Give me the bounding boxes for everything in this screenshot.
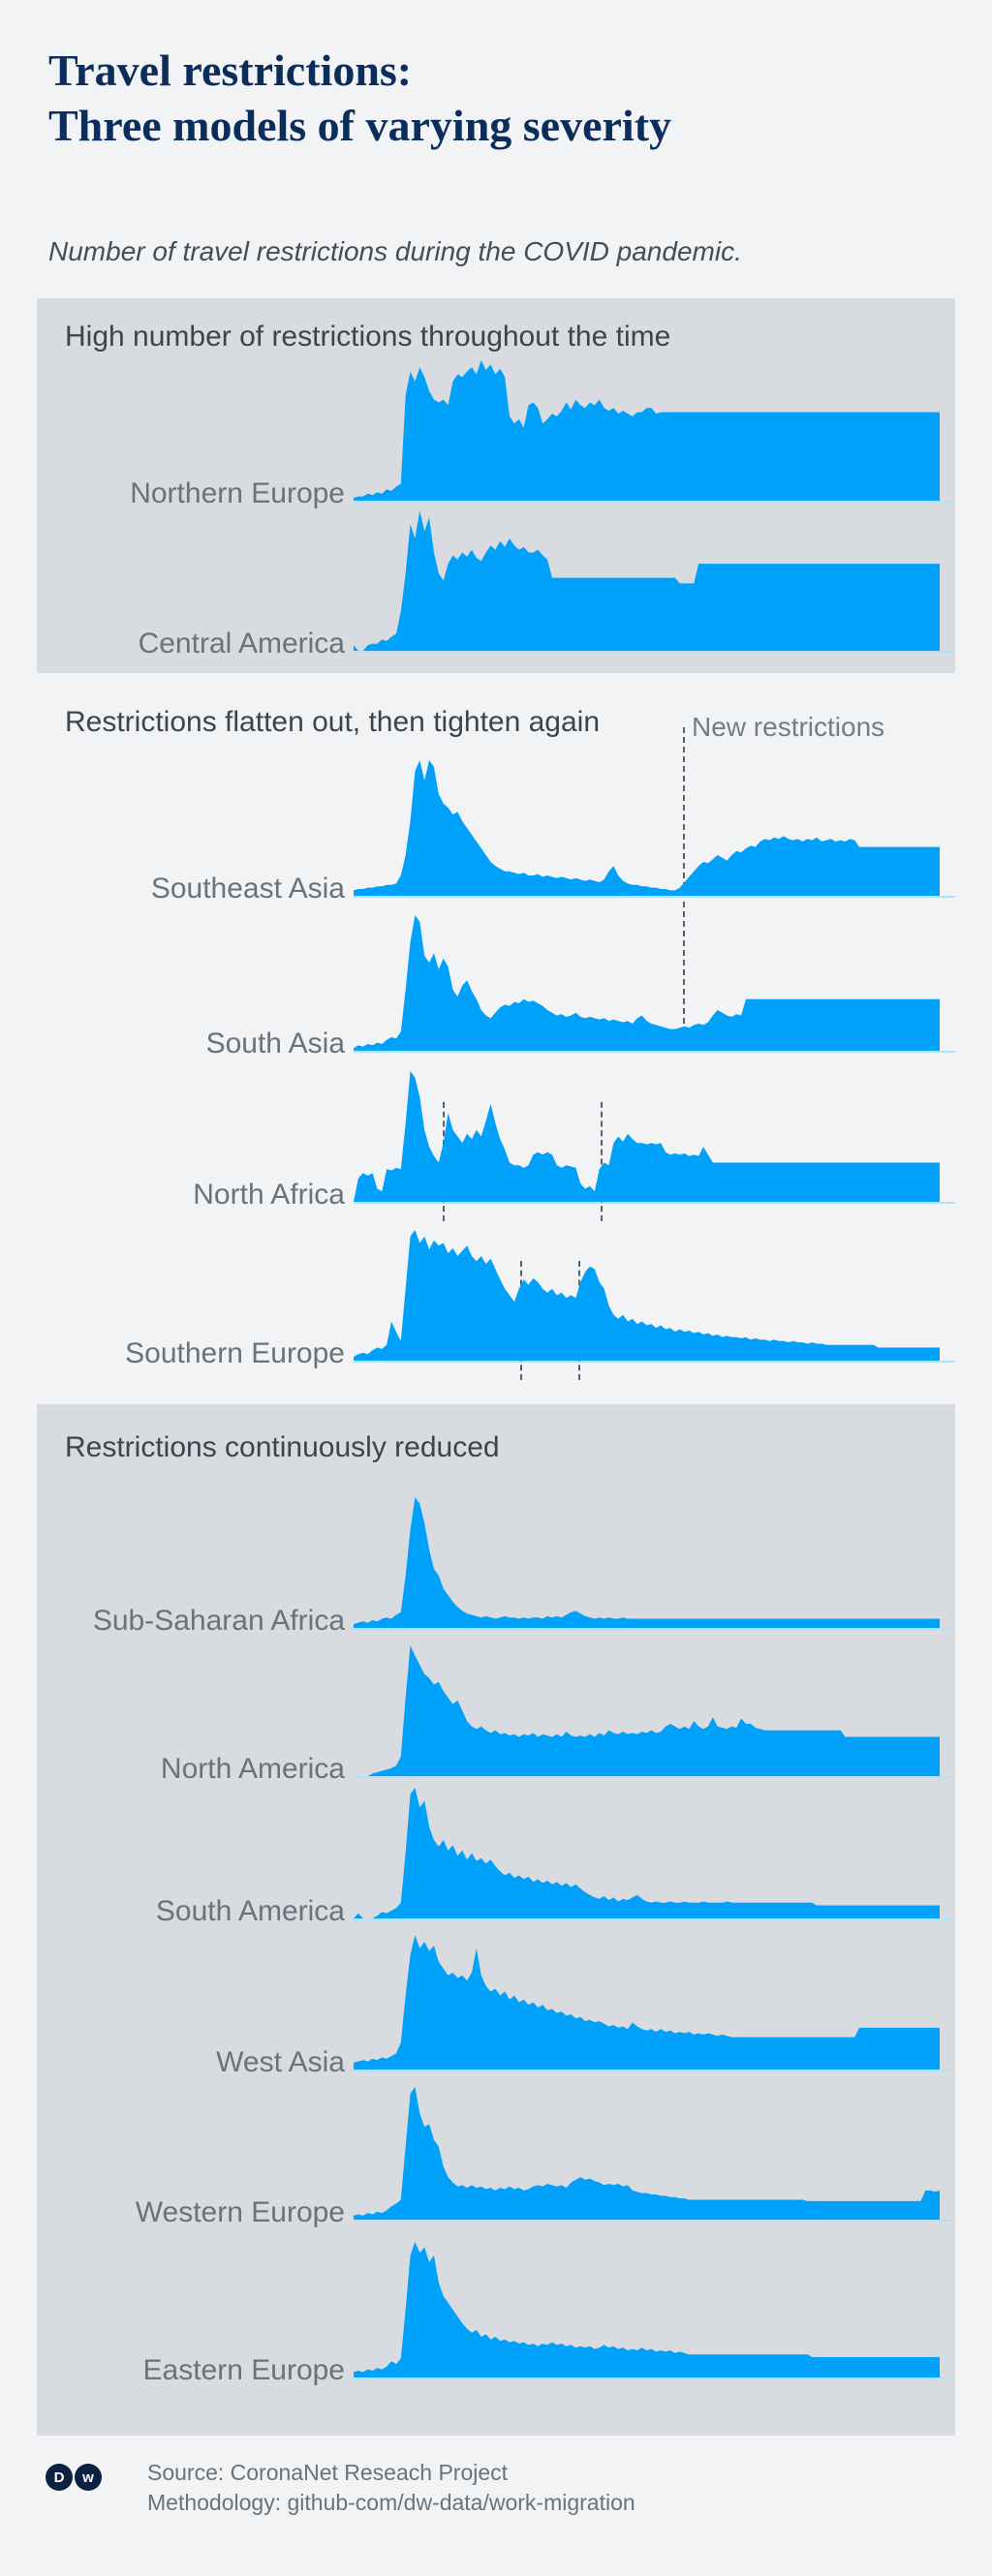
page-title-line2: Three models of varying severity [48,101,672,150]
area-chart-eastern-europe [354,2242,940,2377]
chart-row-west-asia: West Asia [37,1935,955,2077]
chart-baseline-southeast-asia [354,896,955,898]
chart-label-southern-europe: Southern Europe [125,1337,345,1369]
chart-label-central-america: Central America [138,628,345,659]
section-title-reduced: Restrictions continuously reduced [65,1431,500,1463]
chart-row-south-america: South America [37,1788,955,1926]
chart-label-north-america: North America [160,1753,345,1785]
area-chart-north-america [354,1645,940,1776]
chart-baseline-southern-europe [354,1361,955,1363]
area-fill-west-asia [354,1935,940,2070]
area-chart-south-asia [354,915,940,1051]
chart-row-western-europe: Western Europe [37,2087,955,2227]
chart-baseline-west-asia [354,2070,955,2071]
area-fill-north-america [354,1645,940,1776]
footer: D w Source: CoronaNet Reseach Project Me… [0,2436,992,2518]
area-fill-western-europe [354,2087,940,2220]
page-title: Travel restrictions: Three models of var… [48,43,955,153]
area-chart-south-america [354,1788,940,1918]
section-flatten-tighten: Restrictions flatten out, then tighten a… [37,673,955,1404]
chart-baseline-central-america [354,651,955,653]
dw-logo-d-circle: D [46,2464,73,2491]
section-continuously-reduced: Restrictions continuously reduced Sub-Sa… [37,1404,955,2436]
chart-label-north-africa: North Africa [193,1179,345,1211]
chart-row-northern-europe: Northern Europe [37,360,955,508]
chart-baseline-western-europe [354,2220,955,2222]
chart-label-south-america: South America [155,1895,345,1927]
area-fill-south-america [354,1788,940,1918]
chart-row-north-america: North America [37,1645,955,1784]
chart-baseline-south-asia [354,1051,955,1053]
area-fill-south-asia [354,915,940,1051]
area-chart-north-africa [354,1071,940,1202]
section-title-high: High number of restrictions throughout t… [65,321,671,353]
chart-baseline-north-africa [354,1202,955,1204]
chart-label-southeast-asia: Southeast Asia [150,873,345,905]
new-restrictions-label: New restrictions [692,712,885,742]
chart-baseline-south-america [354,1918,955,1920]
chart-label-eastern-europe: Eastern Europe [142,2354,345,2386]
source-line: Source: CoronaNet Reseach Project [147,2460,509,2485]
area-fill-central-america [354,510,940,651]
area-fill-north-africa [354,1071,940,1202]
new-restrictions-dashed-line [683,727,685,1033]
chart-baseline-sub-saharan-africa [354,1628,955,1630]
chart-baseline-eastern-europe [354,2377,955,2379]
chart-label-sub-saharan-africa: Sub-Saharan Africa [92,1605,345,1637]
chart-label-west-asia: West Asia [216,2046,345,2078]
area-chart-western-europe [354,2087,940,2220]
section-title-flatten: Restrictions flatten out, then tighten a… [65,706,601,738]
chart-row-north-africa: North Africa [37,1071,955,1221]
area-chart-southern-europe [354,1230,940,1361]
area-chart-northern-europe [354,360,940,501]
area-chart-west-asia [354,1935,940,2070]
area-chart-southeast-asia [354,760,940,896]
event-dashed-line-north-africa-2 [601,1102,604,1221]
area-chart-central-america [354,510,940,651]
chart-row-sub-saharan-africa: Sub-Saharan Africa [37,1497,955,1636]
chart-label-south-asia: South Asia [205,1027,345,1059]
chart-baseline-north-america [354,1776,955,1778]
chart-list-flatten: Southeast Asia South Asia North Africa Sout… [37,760,955,1380]
chart-label-western-europe: Western Europe [135,2196,345,2228]
area-fill-eastern-europe [354,2242,940,2377]
chart-row-south-asia: South Asia [37,915,955,1058]
section-high-restrictions: High number of restrictions throughout t… [37,298,955,673]
footer-text: Source: CoronaNet Reseach Project Method… [147,2458,636,2518]
area-fill-northern-europe [354,360,940,501]
chart-label-northern-europe: Northern Europe [130,477,345,509]
methodology-line: Methodology: github-com/dw-data/work-mig… [147,2490,636,2515]
dw-logo-w-circle: w [75,2464,102,2491]
chart-row-southeast-asia: Southeast Asia [37,760,955,904]
area-fill-southeast-asia [354,760,940,896]
chart-baseline-northern-europe [354,501,955,503]
area-fill-sub-saharan-africa [354,1497,940,1628]
dw-logo: D w [46,2464,102,2491]
area-chart-sub-saharan-africa [354,1497,940,1628]
chart-row-eastern-europe: Eastern Europe [37,2242,955,2385]
chart-list-high: Northern Europe Central America [37,360,955,659]
page-title-line1: Travel restrictions: [48,46,413,95]
chart-row-southern-europe: Southern Europe [37,1230,955,1380]
chart-list-reduced: Sub-Saharan Africa North America South Ame… [37,1497,955,2385]
chart-row-central-america: Central America [37,510,955,659]
page-subtitle: Number of travel restrictions during the… [48,236,742,266]
area-fill-southern-europe [354,1230,940,1361]
